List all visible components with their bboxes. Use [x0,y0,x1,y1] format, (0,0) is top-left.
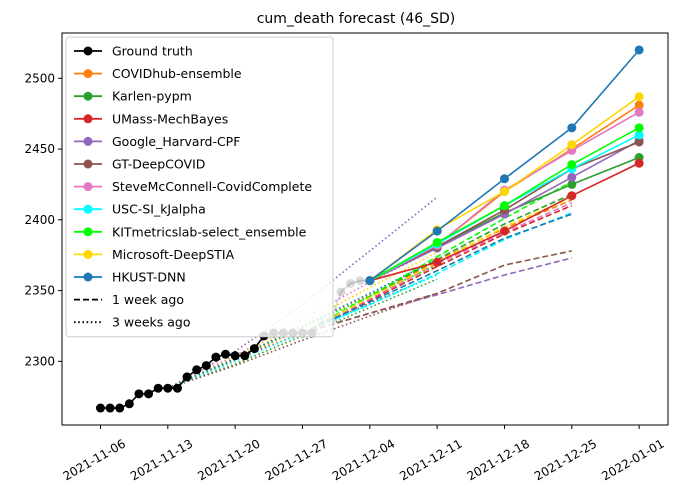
x-tick-label: 2021-11-06 [61,436,128,483]
x-tick-label: 2022-01-01 [599,436,666,483]
legend-label: Karlen-pypm [112,89,192,104]
legend-label: Ground truth [112,44,193,59]
forecast-point [567,191,577,201]
legend-label: 3 weeks ago [112,315,191,330]
legend-swatch-marker [83,272,93,282]
ground-truth-point [163,383,173,393]
legend-label: 1 week ago [112,292,184,307]
x-tick-label: 2021-12-25 [532,436,599,483]
forecast-point [634,137,644,147]
forecast-point [634,100,644,110]
forecast-1wk-line [302,202,573,334]
x-tick-label: 2021-11-20 [195,436,262,483]
legend-label: HKUST-DNN [112,270,186,285]
ground-truth-point [124,399,134,409]
ground-truth-point [153,383,163,393]
ground-truth-point [249,344,259,354]
ground-truth-point [105,403,115,413]
forecast-point [567,172,577,182]
ground-truth-point [192,365,202,375]
legend-swatch-marker [83,249,93,259]
y-tick-label: 2300 [24,354,55,368]
x-tick-label: 2021-11-13 [128,436,195,483]
ground-truth-point [134,389,144,399]
forecast-point [432,257,442,267]
forecast-point [567,160,577,170]
forecast-point [634,130,644,140]
forecast-point [634,123,644,133]
y-tick-label: 2500 [24,71,55,85]
legend-label: KITmetricslab-select_ensemble [112,224,307,239]
forecast-3wk-line [167,292,438,389]
y-tick-label: 2450 [24,142,55,156]
x-tick-label: 2021-11-27 [263,436,330,483]
forecast-line [369,49,640,282]
forecast-point [365,276,375,286]
legend-swatch-marker [83,182,93,192]
forecast-point [432,237,442,247]
legend-swatch-marker [83,46,93,56]
x-tick-label: 2021-12-04 [330,436,397,483]
forecast-1wk-line [302,250,572,334]
ground-truth-point [221,349,231,359]
y-tick-label: 2400 [24,213,55,227]
forecast-point [634,92,644,102]
ground-truth-point [172,383,182,393]
chart-title: cum_death forecast (46_SD) [257,11,456,27]
ground-truth-point [144,389,154,399]
forecast-point [634,107,644,117]
forecast-1wk-line [302,196,573,334]
forecast-point [567,123,577,133]
ground-truth-point [211,352,221,362]
legend-label: USC-SI_kJalpha [112,202,206,217]
forecast-3wk-line [167,278,438,389]
legend-label: Google_Harvard-CPF [112,134,240,149]
forecast-line [369,111,640,282]
ground-truth-point [346,278,356,288]
x-tick-label: 2021-12-11 [397,436,464,483]
x-tick-label: 2021-12-18 [465,436,532,483]
ground-truth-point [336,287,346,297]
forecast-point [499,226,509,236]
ground-truth-point [95,403,105,413]
forecast-point [499,186,509,196]
legend: Ground truth COVIDhub-ensemble Karlen-pypm… [65,36,334,338]
y-tick-label: 2350 [24,284,55,298]
ground-truth-point [355,276,365,286]
forecast-point [432,226,442,236]
forecast-point [499,201,509,211]
ground-truth-point [115,403,125,413]
legend-swatch-marker [83,227,93,237]
forecast-point [634,158,644,168]
legend-swatch-marker [83,136,93,146]
forecast-point [634,45,644,55]
ground-truth-point [230,351,240,361]
plot-frame [61,32,669,426]
ground-truth-point [240,351,250,361]
forecast-3wk-line [167,196,438,389]
forecast-point [499,174,509,184]
forecast-point [567,179,577,189]
forecast-point [567,140,577,150]
legend-swatch-marker [83,91,93,101]
forecast-1wk-line [302,213,573,334]
legend-label: GT-DeepCOVID [112,157,205,172]
legend-label: Microsoft-DeepSTIA [112,247,235,262]
ground-truth-point [182,372,192,382]
legend-label: UMass-MechBayes [112,111,228,126]
legend-swatch-marker [83,204,93,214]
ground-truth-point [201,361,211,371]
legend-label: SteveMcConnell-CovidComplete [112,179,312,194]
legend-swatch-marker [83,114,93,124]
forecast-1wk-line [302,180,573,334]
legend-swatch-marker [83,159,93,169]
forecast-1wk-line [302,204,573,334]
legend-swatch-marker [83,69,93,79]
legend-box [65,36,334,338]
legend-label: COVIDhub-ensemble [112,66,242,81]
